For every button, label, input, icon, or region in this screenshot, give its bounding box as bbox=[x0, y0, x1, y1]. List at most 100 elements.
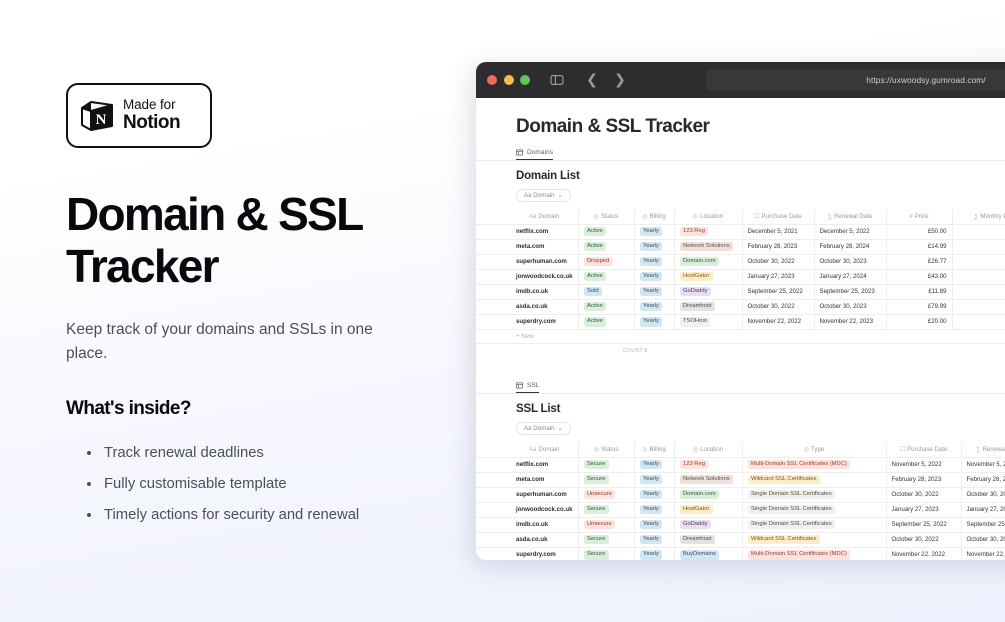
cell-renewal-date[interactable]: October 30, 2023 bbox=[961, 486, 1005, 502]
cell-monthly-price[interactable]: £2 bbox=[952, 253, 1005, 269]
cell-monthly-price[interactable]: £4 bbox=[952, 223, 1005, 239]
cell-billing[interactable]: Yearly bbox=[634, 516, 675, 532]
cell-monthly-price[interactable]: £3 bbox=[952, 268, 1005, 284]
cell-domain[interactable]: jonwoodcock.co.uk bbox=[476, 501, 579, 517]
column-header-status[interactable]: ◎ Status bbox=[578, 442, 635, 457]
cell-billing[interactable]: Yearly bbox=[634, 486, 675, 502]
table-row[interactable]: netflix.com Secure Yearly 123 Reg Multi-Doma… bbox=[476, 456, 1005, 472]
cell-type[interactable]: Single Domain SSL Certificates bbox=[742, 486, 887, 502]
cell-location[interactable]: Network Solutions bbox=[674, 471, 743, 487]
url-bar[interactable]: https://uxwoodsy.gumroad.com/ bbox=[706, 69, 1005, 91]
cell-domain[interactable]: superhuman.com bbox=[476, 253, 579, 269]
cell-purchase-date[interactable]: February 28, 2023 bbox=[742, 238, 815, 254]
cell-monthly-price[interactable]: £1 bbox=[952, 238, 1005, 254]
cell-domain[interactable]: meta.com bbox=[476, 238, 579, 254]
cell-renewal-date[interactable]: February 28, 2024 bbox=[814, 238, 887, 254]
close-window-button[interactable] bbox=[487, 75, 497, 85]
cell-location[interactable]: 123 Reg bbox=[674, 223, 743, 239]
cell-billing[interactable]: Yearly bbox=[634, 253, 675, 269]
ssl-filter-chip[interactable]: Aa Domain ⌄ bbox=[516, 422, 571, 435]
column-header-billing[interactable]: ◎ Billing bbox=[634, 209, 675, 224]
table-row[interactable]: superdry.com Secure Yearly BuyDomains Multi-… bbox=[476, 546, 1005, 560]
cell-domain[interactable]: imdb.co.uk bbox=[476, 516, 579, 532]
cell-renewal-date[interactable]: October 30, 2023 bbox=[961, 531, 1005, 547]
cell-purchase-date[interactable]: February 28, 2023 bbox=[886, 471, 962, 487]
table-row[interactable]: asda.co.uk Secure Yearly Dreamhost Wildcard … bbox=[476, 531, 1005, 547]
cell-billing[interactable]: Yearly bbox=[634, 313, 675, 329]
cell-location[interactable]: Domain.com bbox=[674, 486, 743, 502]
cell-renewal-date[interactable]: December 5, 2022 bbox=[814, 223, 887, 239]
cell-billing[interactable]: Yearly bbox=[634, 238, 675, 254]
cell-renewal-date[interactable]: February 28, 2024 bbox=[961, 471, 1005, 487]
cell-domain[interactable]: jonwoodcock.co.uk bbox=[476, 268, 579, 284]
cell-renewal-date[interactable]: November 22, 2023 bbox=[814, 313, 887, 329]
cell-price[interactable]: £14.99 bbox=[886, 238, 953, 254]
column-header-location[interactable]: ◎ Location bbox=[674, 442, 743, 457]
column-header-status[interactable]: ◎ Status bbox=[578, 209, 635, 224]
cell-purchase-date[interactable]: November 22, 2022 bbox=[886, 546, 962, 560]
cell-type[interactable]: Multi-Domain SSL Certificates (MDC) bbox=[742, 456, 887, 472]
cell-billing[interactable]: Yearly bbox=[634, 456, 675, 472]
maximize-window-button[interactable] bbox=[520, 75, 530, 85]
cell-domain[interactable]: superdry.com bbox=[476, 546, 579, 560]
cell-price[interactable]: £50.00 bbox=[886, 223, 953, 239]
cell-purchase-date[interactable]: January 27, 2023 bbox=[742, 268, 815, 284]
table-row[interactable]: meta.com Secure Yearly Network Solutions Wil… bbox=[476, 471, 1005, 487]
cell-location[interactable]: Dreamhost bbox=[674, 298, 743, 314]
cell-price[interactable]: £26.77 bbox=[886, 253, 953, 269]
cell-purchase-date[interactable]: October 30, 2022 bbox=[886, 531, 962, 547]
cell-renewal-date[interactable]: November 22, 2023 bbox=[961, 546, 1005, 560]
cell-renewal-date[interactable]: November 5, 2023 bbox=[961, 456, 1005, 472]
tab-ssl[interactable]: SSL bbox=[516, 382, 540, 393]
cell-location[interactable]: TSOHost bbox=[674, 313, 743, 329]
minimize-window-button[interactable] bbox=[503, 75, 514, 85]
cell-domain[interactable]: netflix.com bbox=[476, 223, 579, 239]
domain-count-summary[interactable]: COUNT 8 bbox=[623, 348, 648, 354]
cell-status[interactable]: Secure bbox=[578, 546, 635, 560]
cell-status[interactable]: Active bbox=[578, 313, 635, 329]
cell-location[interactable]: HostGator bbox=[674, 268, 743, 284]
cell-status[interactable]: Secure bbox=[578, 456, 635, 472]
cell-status[interactable]: Secure bbox=[578, 501, 635, 517]
cell-location[interactable]: Network Solutions bbox=[674, 238, 743, 254]
column-header-purchase-date[interactable]: ☐ Purchase Date bbox=[742, 209, 815, 224]
cell-billing[interactable]: Yearly bbox=[634, 501, 675, 517]
cell-location[interactable]: GoDaddy bbox=[674, 516, 743, 532]
cell-price[interactable]: £43.00 bbox=[886, 268, 953, 284]
cell-renewal-date[interactable]: January 27, 2024 bbox=[961, 501, 1005, 517]
table-row[interactable]: superhuman.com Unsecure Yearly Domain.com Si… bbox=[476, 486, 1005, 502]
cell-status[interactable]: Active bbox=[578, 223, 635, 239]
cell-domain[interactable]: imdb.co.uk bbox=[476, 283, 579, 299]
cell-domain[interactable]: superhuman.com bbox=[476, 486, 579, 502]
cell-billing[interactable]: Yearly bbox=[634, 531, 675, 547]
cell-status[interactable]: Secure bbox=[578, 531, 635, 547]
cell-status[interactable]: Active bbox=[578, 298, 635, 314]
cell-type[interactable]: Wildcard SSL Certificates bbox=[742, 471, 887, 487]
cell-domain[interactable]: superdry.com bbox=[476, 313, 579, 329]
sidebar-icon[interactable] bbox=[548, 71, 566, 89]
cell-monthly-price[interactable]: £1 bbox=[952, 313, 1005, 329]
column-header-location[interactable]: ◎ Location bbox=[674, 209, 743, 224]
cell-billing[interactable]: Yearly bbox=[634, 223, 675, 239]
cell-domain[interactable]: asda.co.uk bbox=[476, 531, 579, 547]
column-header-renewal-date[interactable]: ∑Renewal Date bbox=[814, 209, 887, 224]
column-header-billing[interactable]: ◎ Billing bbox=[634, 442, 675, 457]
table-row[interactable]: asda.co.uk Active Yearly Dreamhost October 3… bbox=[476, 298, 1005, 314]
cell-location[interactable]: BuyDomains bbox=[674, 546, 743, 560]
table-row[interactable]: meta.com Active Yearly Network Solutions Feb… bbox=[476, 238, 1005, 254]
table-row[interactable]: imdb.co.uk Sold Yearly GoDaddy September 25,… bbox=[476, 283, 1005, 299]
cell-status[interactable]: Unsecure bbox=[578, 516, 635, 532]
column-header-domain[interactable]: Aa Domain bbox=[476, 442, 579, 457]
cell-status[interactable]: Unsecure bbox=[578, 486, 635, 502]
cell-status[interactable]: Secure bbox=[578, 471, 635, 487]
cell-billing[interactable]: Yearly bbox=[634, 298, 675, 314]
cell-type[interactable]: Single Domain SSL Certificates bbox=[742, 516, 887, 532]
cell-price[interactable]: £11.89 bbox=[886, 283, 953, 299]
cell-domain[interactable]: asda.co.uk bbox=[476, 298, 579, 314]
cell-renewal-date[interactable]: September 25, 2023 bbox=[814, 283, 887, 299]
column-header-renewal-date[interactable]: ∑Renewal Date bbox=[961, 442, 1005, 457]
cell-billing[interactable]: Yearly bbox=[634, 283, 675, 299]
domain-new-row-button[interactable]: + New bbox=[476, 329, 1005, 343]
cell-location[interactable]: Domain.com bbox=[674, 253, 743, 269]
cell-billing[interactable]: Yearly bbox=[634, 471, 675, 487]
